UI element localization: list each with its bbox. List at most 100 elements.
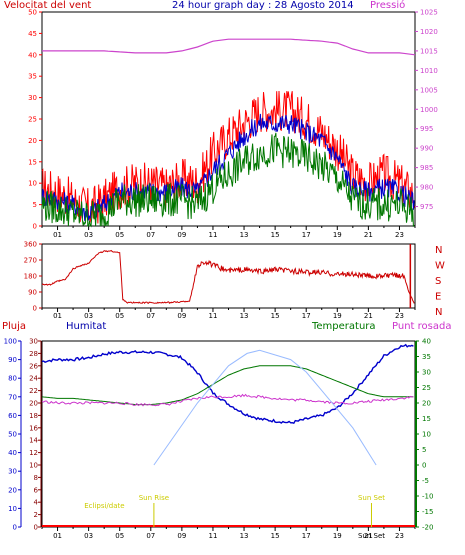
direction-left-tick-label: 0 [33,305,37,313]
temperature-right-tick-label: 10 [422,431,431,439]
pressure-right-tick-label: 1005 [420,86,438,94]
direction-hour-label: 11 [208,312,217,320]
humidity-hour-label: 15 [271,532,280,540]
compass-label: E [435,292,441,303]
temperature-right-tick-label: -10 [422,493,433,501]
temperature-right-tick-label: 15 [422,415,431,423]
wind-hour-label: 11 [208,231,217,239]
humidity-hour-label: 21 [364,532,373,540]
humidity-left-tick-label: 28 [29,350,38,358]
pressure-right-tick-label: 985 [420,164,433,172]
temperature-right-tick-label: 35 [422,353,431,361]
pressure-right-tick-label: 975 [420,203,433,211]
pressure-right-tick-label: 1025 [420,9,438,17]
wind_gust-series-line [41,90,415,224]
compass-label: N [435,245,442,256]
pressure-right-tick-label: 980 [420,184,433,192]
wind_min-series-line [41,132,415,228]
humidity-left-tick-label: 4 [34,499,39,507]
humidity-left-tick-label: 20 [29,400,38,408]
temperature-right-tick-label: -15 [422,508,433,516]
rain-left-tick-label: 70 [8,393,17,401]
rain-label: Pluja [2,321,27,332]
humidity-hour-label: 05 [115,532,124,540]
rain-left-tick-label: 30 [8,468,17,476]
humidity-left-tick-label: 10 [29,462,38,470]
direction-hour-label: 09 [177,312,186,320]
temperature-right-tick-label: 20 [422,400,431,408]
temperature-right-tick-label: 30 [422,369,431,377]
wind-left-tick-label: 30 [28,94,37,102]
humidity-label: Humitat [66,321,107,332]
temperature-right-tick-label: -20 [422,524,433,532]
humidity-hour-label: 13 [240,532,249,540]
eclipse-label: Eclipsi/date [84,502,124,510]
humidity-left-tick-label: 26 [29,362,38,370]
wind-left-tick-label: 50 [28,9,37,17]
humidity-hour-label: 07 [146,532,155,540]
wind-hour-label: 19 [333,231,342,239]
wind-hour-label: 15 [271,231,280,239]
wind-left-tick-label: 5 [33,201,37,209]
wind-left-tick-label: 35 [28,73,37,81]
humidity-left-tick-label: 14 [29,437,38,445]
direction-hour-label: 13 [240,312,249,320]
temperature-series-line [41,365,414,406]
humidity-hour-label: 11 [208,532,217,540]
temperature-right-tick-label: -5 [422,477,429,485]
temperature-right-tick-label: 40 [422,338,431,346]
direction-left-tick-label: 270 [24,257,37,265]
rain-left-tick-label: 50 [8,431,17,439]
wind-hour-label: 23 [395,231,404,239]
dewpoint-label: Punt rosada [392,321,452,332]
rain-left-tick-label: 100 [4,338,17,346]
pressure-label: Pressió [370,0,406,11]
rain-left-tick-label: 10 [8,505,17,513]
wind-hour-label: 21 [364,231,373,239]
humidity-left-tick-label: 6 [34,486,39,494]
direction-hour-label: 07 [146,312,155,320]
direction-hour-label: 05 [115,312,124,320]
direction-hour-label: 21 [364,312,373,320]
direction-hour-label: 17 [302,312,311,320]
pressure-right-tick-label: 1015 [420,47,438,55]
humidity-hour-label: 23 [395,532,404,540]
compass-label: S [435,276,441,287]
pressure-right-tick-label: 1000 [420,106,438,114]
wind-left-tick-label: 40 [28,51,37,59]
wind-hour-label: 05 [115,231,124,239]
wind-left-tick-label: 15 [28,158,37,166]
solar-series-line [153,349,377,466]
rain-left-tick-label: 90 [8,356,17,364]
wind-left-tick-label: 0 [33,223,37,231]
sunset-label: Sun Set [358,494,385,502]
sunrise-label: Sun Rise [139,494,169,502]
pressure-series-line [42,38,416,56]
wind-hour-label: 13 [240,231,249,239]
humidity-left-tick-label: 30 [29,338,38,346]
humidity-series-line [41,343,414,425]
compass-label: W [435,261,445,272]
temperature-right-tick-label: 0 [422,462,426,470]
direction-hour-label: 23 [395,312,404,320]
graph-title: 24 hour graph day : 28 Agosto 2014 [172,0,354,11]
wind-left-tick-label: 25 [28,116,37,124]
sunset-axis-label: Sun Set [358,532,385,540]
pressure-right-tick-label: 990 [420,145,433,153]
humidity-left-tick-label: 8 [34,474,38,482]
humidity-left-tick-label: 12 [29,449,38,457]
temperature-right-tick-label: 25 [422,384,431,392]
humidity-hour-label: 17 [302,532,311,540]
humidity-hour-label: 19 [333,532,342,540]
humidity-left-tick-label: 16 [29,424,38,432]
wind-hour-label: 01 [53,231,62,239]
direction-left-tick-label: 90 [28,289,37,297]
direction-series-line [41,249,415,304]
wind-hour-label: 17 [302,231,311,239]
wind-hour-label: 03 [84,231,93,239]
direction-left-tick-label: 180 [24,273,37,281]
rain-left-tick-label: 0 [13,524,17,532]
rain-left-tick-label: 40 [8,449,17,457]
